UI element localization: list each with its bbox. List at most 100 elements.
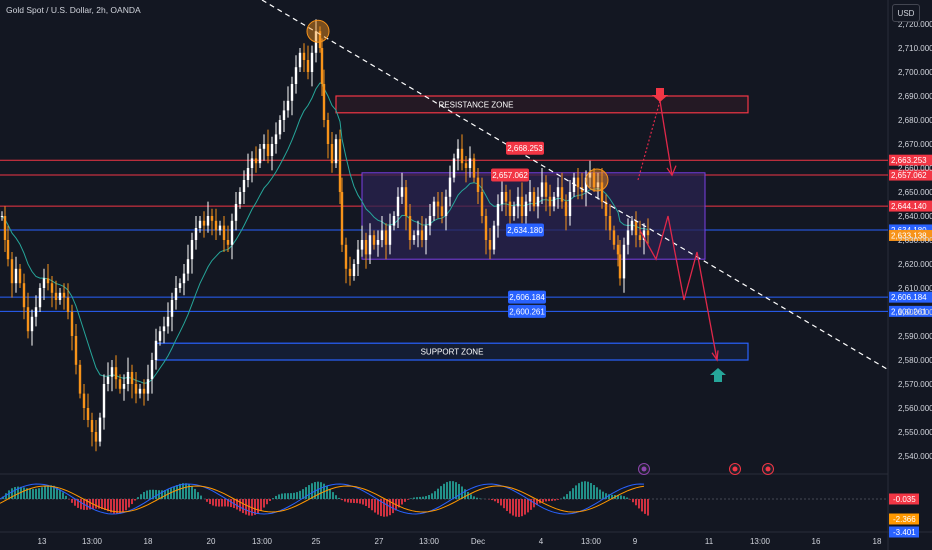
- osc-bar: [221, 499, 223, 507]
- candle-body: [428, 216, 432, 226]
- osc-bar: [398, 499, 400, 508]
- osc-bar: [566, 494, 568, 499]
- osc-bar: [413, 497, 415, 499]
- candle-body: [278, 120, 282, 135]
- current-price-label: 2,633.138: [891, 231, 927, 240]
- osc-bar: [590, 483, 592, 499]
- osc-bar: [644, 499, 646, 514]
- osc-bar: [530, 499, 532, 510]
- price-label-text: 2,600.261: [509, 307, 545, 316]
- price-tick-label: 2,680.000: [898, 116, 932, 125]
- osc-bar: [458, 484, 460, 499]
- range-box: [361, 172, 706, 260]
- candle-body: [476, 177, 480, 192]
- candle-body: [258, 148, 262, 164]
- osc-bar: [140, 494, 142, 499]
- osc-bar: [299, 490, 301, 499]
- candle-body: [162, 326, 166, 332]
- level-tag: [889, 305, 932, 317]
- candle-body: [254, 158, 258, 164]
- osc-bar: [236, 499, 238, 510]
- osc-bar: [518, 499, 520, 517]
- time-tick-label: 18: [144, 537, 153, 546]
- osc-bar: [575, 485, 577, 499]
- candle-body: [158, 331, 162, 341]
- osc-bar: [305, 487, 307, 499]
- time-tick-label: 9: [633, 537, 638, 546]
- osc-bar: [623, 496, 625, 499]
- candle-body: [302, 52, 306, 60]
- osc-bar: [281, 493, 283, 499]
- osc-bar: [47, 485, 49, 499]
- osc-bar: [365, 499, 367, 507]
- osc-bar: [122, 499, 124, 513]
- osc-bar: [497, 499, 499, 504]
- osc-bar: [59, 489, 61, 499]
- level-tag: [889, 291, 932, 303]
- price-tick-label: 2,550.000: [898, 428, 932, 437]
- osc-bar: [554, 499, 556, 501]
- osc-bar: [227, 499, 229, 507]
- time-tick-label: 20: [207, 537, 216, 546]
- osc-bar: [179, 483, 181, 499]
- time-tick-label: 13:00: [581, 537, 602, 546]
- candle-body: [536, 196, 540, 207]
- time-tick-label: 16: [812, 537, 821, 546]
- candle-body: [74, 336, 78, 365]
- price-tick-label: 2,610.000: [898, 284, 932, 293]
- price-tick-label: 2,710.000: [898, 44, 932, 53]
- candle-body: [310, 52, 314, 72]
- osc-bar: [248, 499, 250, 516]
- osc-bar: [128, 499, 130, 508]
- osc-bar: [344, 499, 346, 502]
- candle-body: [612, 230, 616, 245]
- osc-bar: [173, 486, 175, 499]
- osc-bar: [626, 497, 628, 499]
- forecast-arrowhead: [666, 165, 677, 177]
- osc-bar: [86, 499, 88, 510]
- event-dot: [765, 466, 771, 472]
- down-arrow-icon: [652, 88, 668, 102]
- osc-bar: [320, 482, 322, 499]
- candle-body: [444, 196, 448, 216]
- candle-body: [0, 216, 4, 217]
- osc-bar: [506, 499, 508, 511]
- osc-bar: [254, 499, 256, 515]
- osc-bar: [35, 488, 37, 499]
- osc-bar: [107, 499, 109, 512]
- time-axis[interactable]: 13 13:00 18 20 13:00 25 27 13:00 Dec 4 13:00 9 11 13:…: [38, 537, 882, 546]
- candle-body: [10, 259, 14, 284]
- osc-bar: [599, 489, 601, 499]
- candle-body: [618, 254, 622, 279]
- osc-bar: [161, 490, 163, 499]
- osc-value-label: -0.035: [893, 495, 916, 504]
- osc-bar: [230, 499, 232, 508]
- price-tick-label: 2,630.000: [898, 236, 932, 245]
- osc-bar: [407, 499, 409, 500]
- osc-bar: [26, 488, 28, 499]
- osc-bar: [548, 499, 550, 502]
- osc-bar: [308, 485, 310, 499]
- candle-body: [330, 144, 334, 164]
- osc-bar: [326, 486, 328, 499]
- price-axis[interactable]: 2,540.000 2,550.000 2,560.000 2,570.000 2,58…: [898, 20, 932, 461]
- osc-bar: [494, 499, 496, 502]
- level-tag-label: 2,657.062: [891, 171, 927, 180]
- candle-body: [22, 283, 26, 308]
- candle-body: [468, 158, 472, 168]
- event-markers[interactable]: [638, 463, 774, 475]
- price-tick-label: 2,690.000: [898, 92, 932, 101]
- time-tick-label: 13: [38, 537, 47, 546]
- currency-button[interactable]: USD: [892, 4, 920, 22]
- osc-bar: [209, 499, 211, 505]
- osc-bar: [434, 491, 436, 499]
- osc-bar: [65, 495, 67, 499]
- osc-bar: [464, 489, 466, 499]
- osc-bar: [503, 499, 505, 509]
- osc-bar: [632, 499, 634, 503]
- osc-bar: [290, 493, 292, 499]
- osc-bar: [110, 499, 112, 513]
- candle-body: [14, 268, 18, 284]
- osc-bar: [596, 487, 598, 499]
